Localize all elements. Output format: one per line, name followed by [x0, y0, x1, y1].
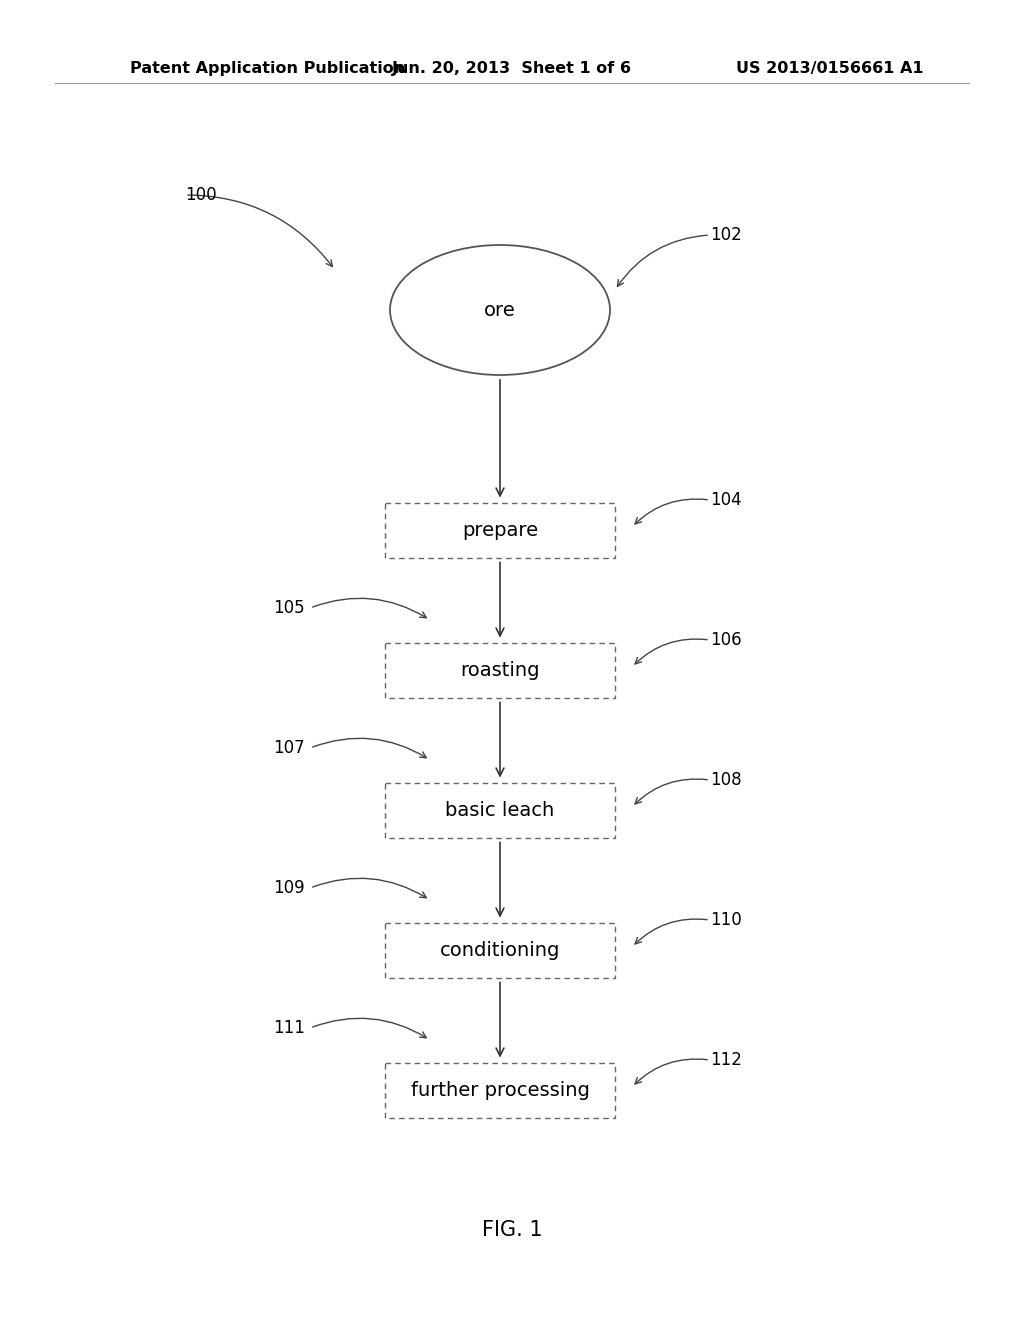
Text: 111: 111 — [273, 1019, 305, 1038]
Text: Patent Application Publication: Patent Application Publication — [130, 61, 406, 75]
Text: roasting: roasting — [460, 660, 540, 680]
Text: 108: 108 — [710, 771, 741, 789]
Text: basic leach: basic leach — [445, 800, 555, 820]
Ellipse shape — [390, 246, 610, 375]
Text: ore: ore — [484, 301, 516, 319]
Text: 102: 102 — [710, 226, 741, 244]
FancyBboxPatch shape — [385, 923, 615, 978]
Text: further processing: further processing — [411, 1081, 590, 1100]
Text: 112: 112 — [710, 1051, 741, 1069]
Text: prepare: prepare — [462, 520, 538, 540]
Text: Jun. 20, 2013  Sheet 1 of 6: Jun. 20, 2013 Sheet 1 of 6 — [392, 61, 632, 75]
Text: US 2013/0156661 A1: US 2013/0156661 A1 — [736, 61, 924, 75]
FancyBboxPatch shape — [385, 503, 615, 557]
Text: 104: 104 — [710, 491, 741, 510]
Text: 105: 105 — [273, 599, 305, 616]
FancyBboxPatch shape — [385, 643, 615, 697]
Text: FIG. 1: FIG. 1 — [481, 1220, 543, 1239]
Text: conditioning: conditioning — [440, 940, 560, 960]
FancyBboxPatch shape — [385, 783, 615, 837]
Text: 100: 100 — [185, 186, 217, 205]
FancyBboxPatch shape — [385, 1063, 615, 1118]
Text: 110: 110 — [710, 911, 741, 929]
Text: 107: 107 — [273, 739, 305, 756]
Text: 109: 109 — [273, 879, 305, 898]
Text: 106: 106 — [710, 631, 741, 649]
